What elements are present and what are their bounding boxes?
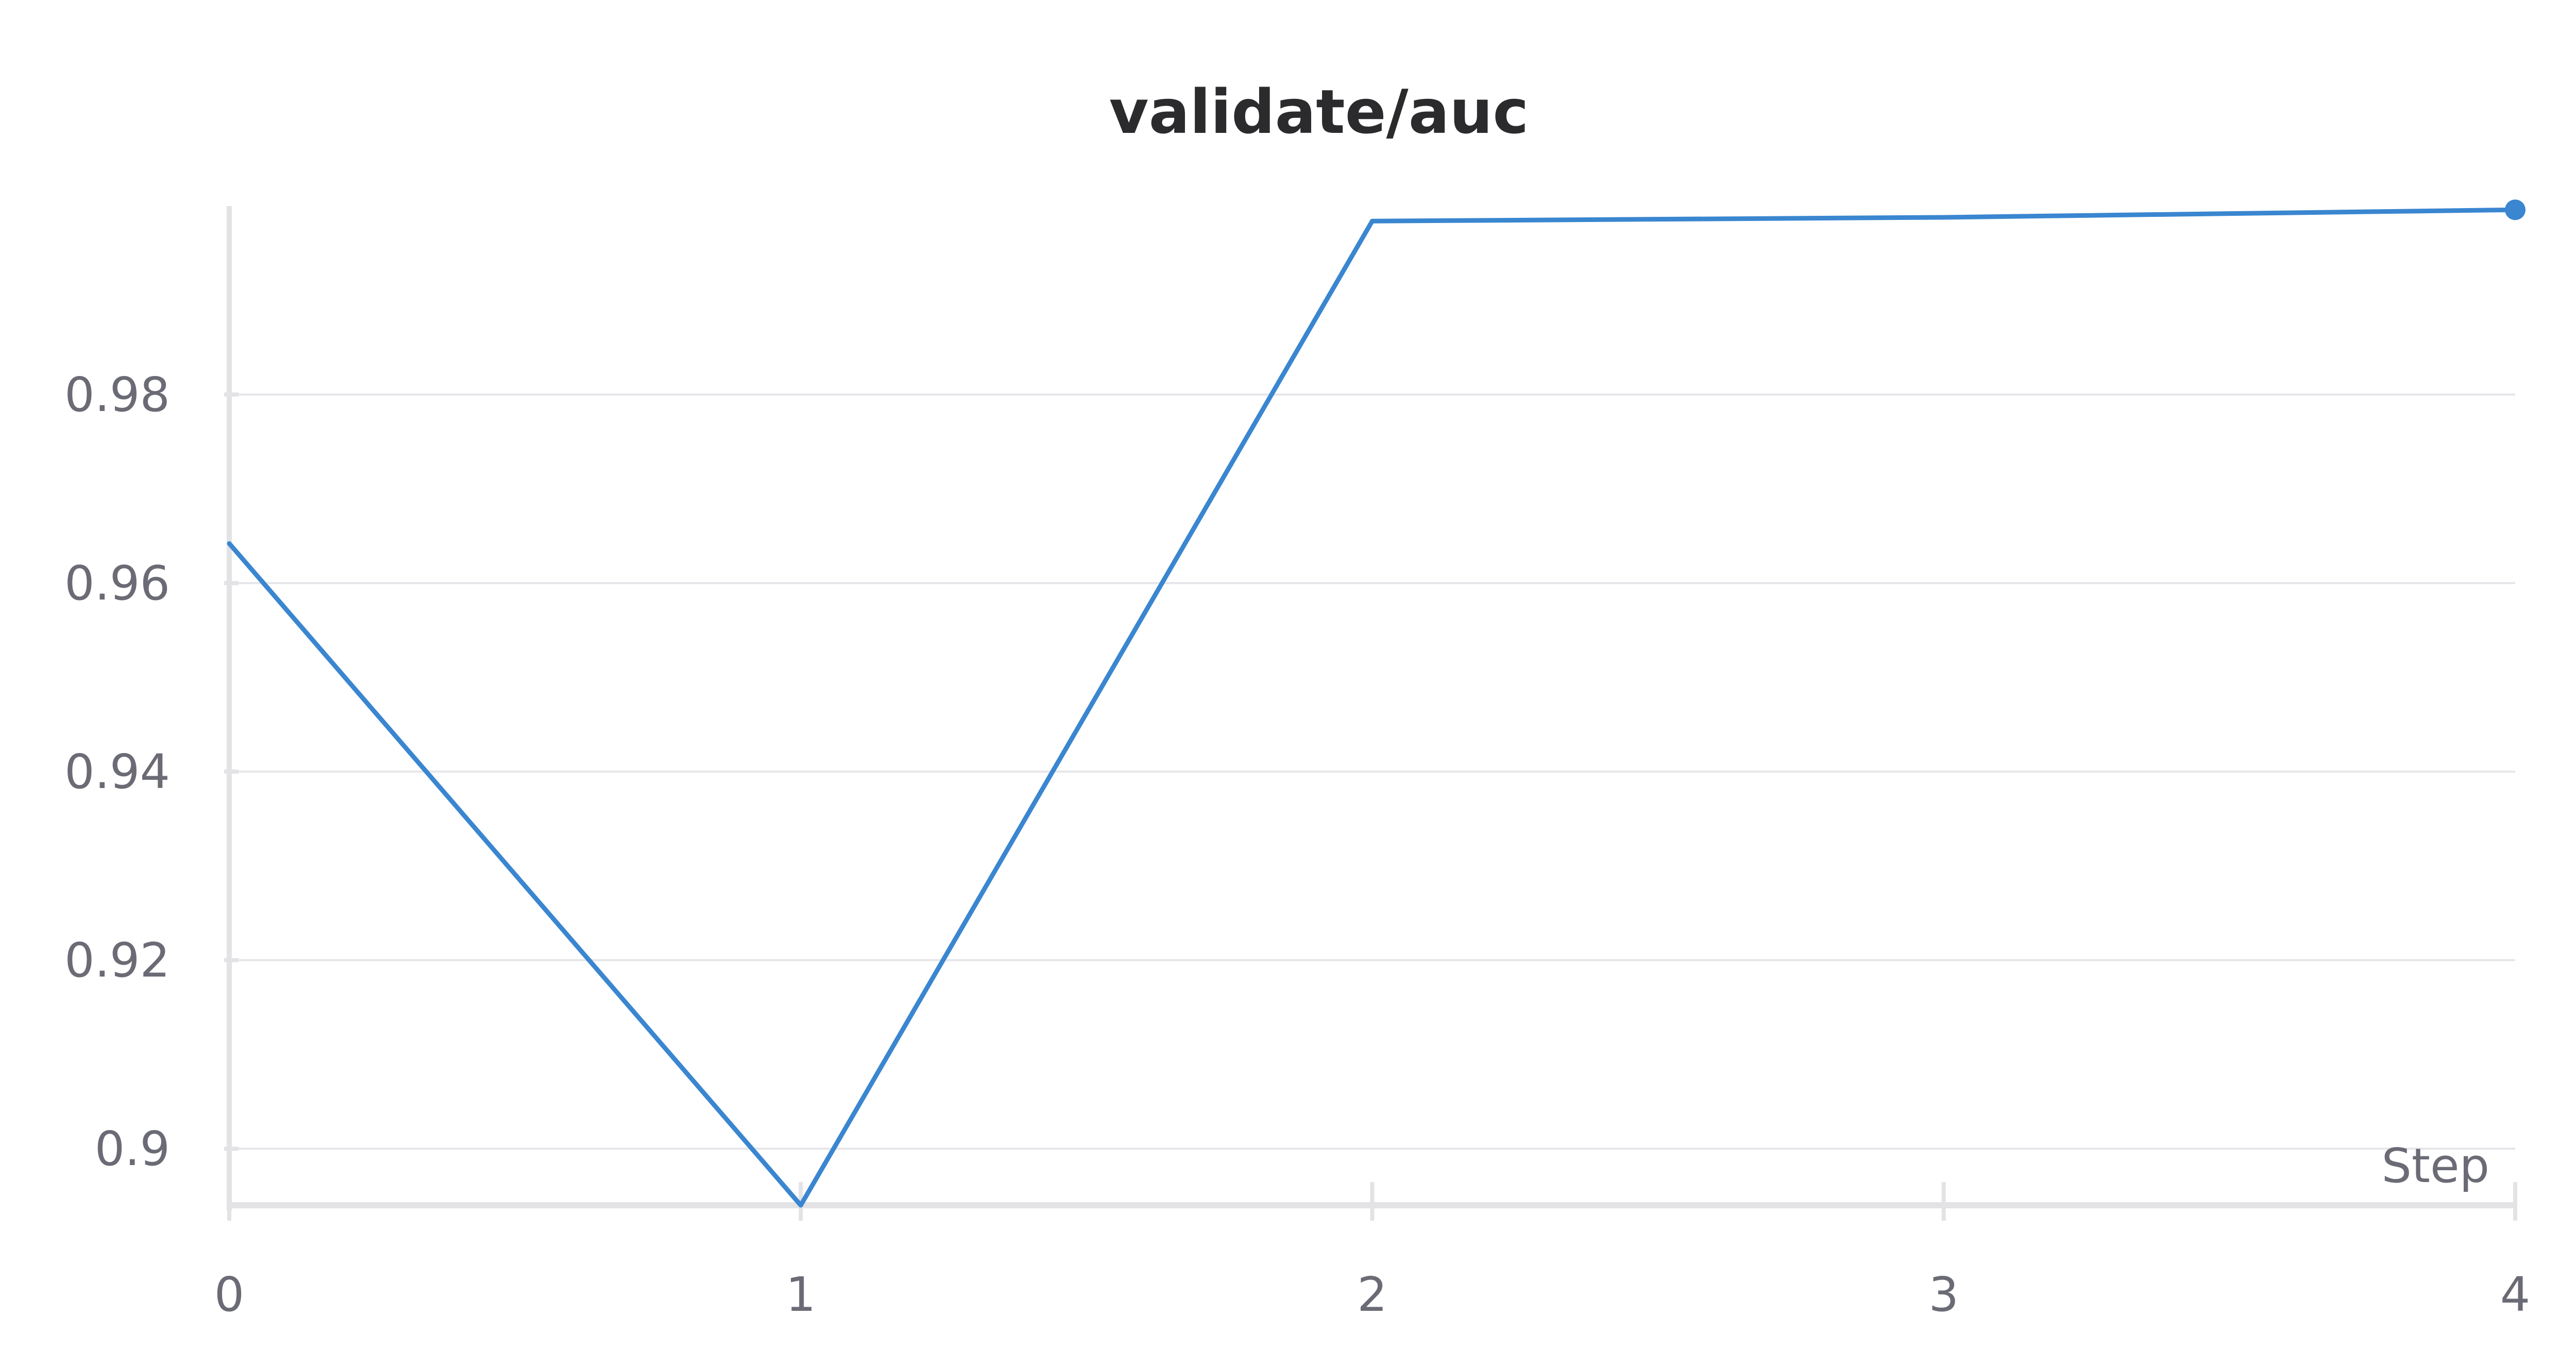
series-layer xyxy=(227,199,2526,1208)
y-tick-label: 0.9 xyxy=(95,1121,170,1176)
x-axis-label: Step xyxy=(2382,1138,2489,1193)
x-tick-label: 1 xyxy=(786,1267,816,1322)
chart-title: validate/auc xyxy=(1109,76,1529,147)
y-tick-label: 0.92 xyxy=(64,933,170,988)
y-tick-label: 0.96 xyxy=(64,556,170,611)
series-endpoint-marker xyxy=(2505,199,2526,220)
x-tick-label: 2 xyxy=(1357,1267,1387,1322)
axis-layer xyxy=(227,206,2515,1210)
x-tick-label: 0 xyxy=(214,1267,245,1322)
series-line xyxy=(227,207,2518,1208)
ticks-layer: 0.9 0.92 0.94 0.96 0.98 0 1 2 3 4 xyxy=(64,367,2530,1322)
y-tick-label: 0.94 xyxy=(64,744,170,799)
x-tick-label: 3 xyxy=(1928,1267,1959,1322)
grid-layer xyxy=(229,394,2515,1150)
x-tick-label: 4 xyxy=(2500,1267,2531,1322)
y-tick-label: 0.98 xyxy=(64,367,170,422)
